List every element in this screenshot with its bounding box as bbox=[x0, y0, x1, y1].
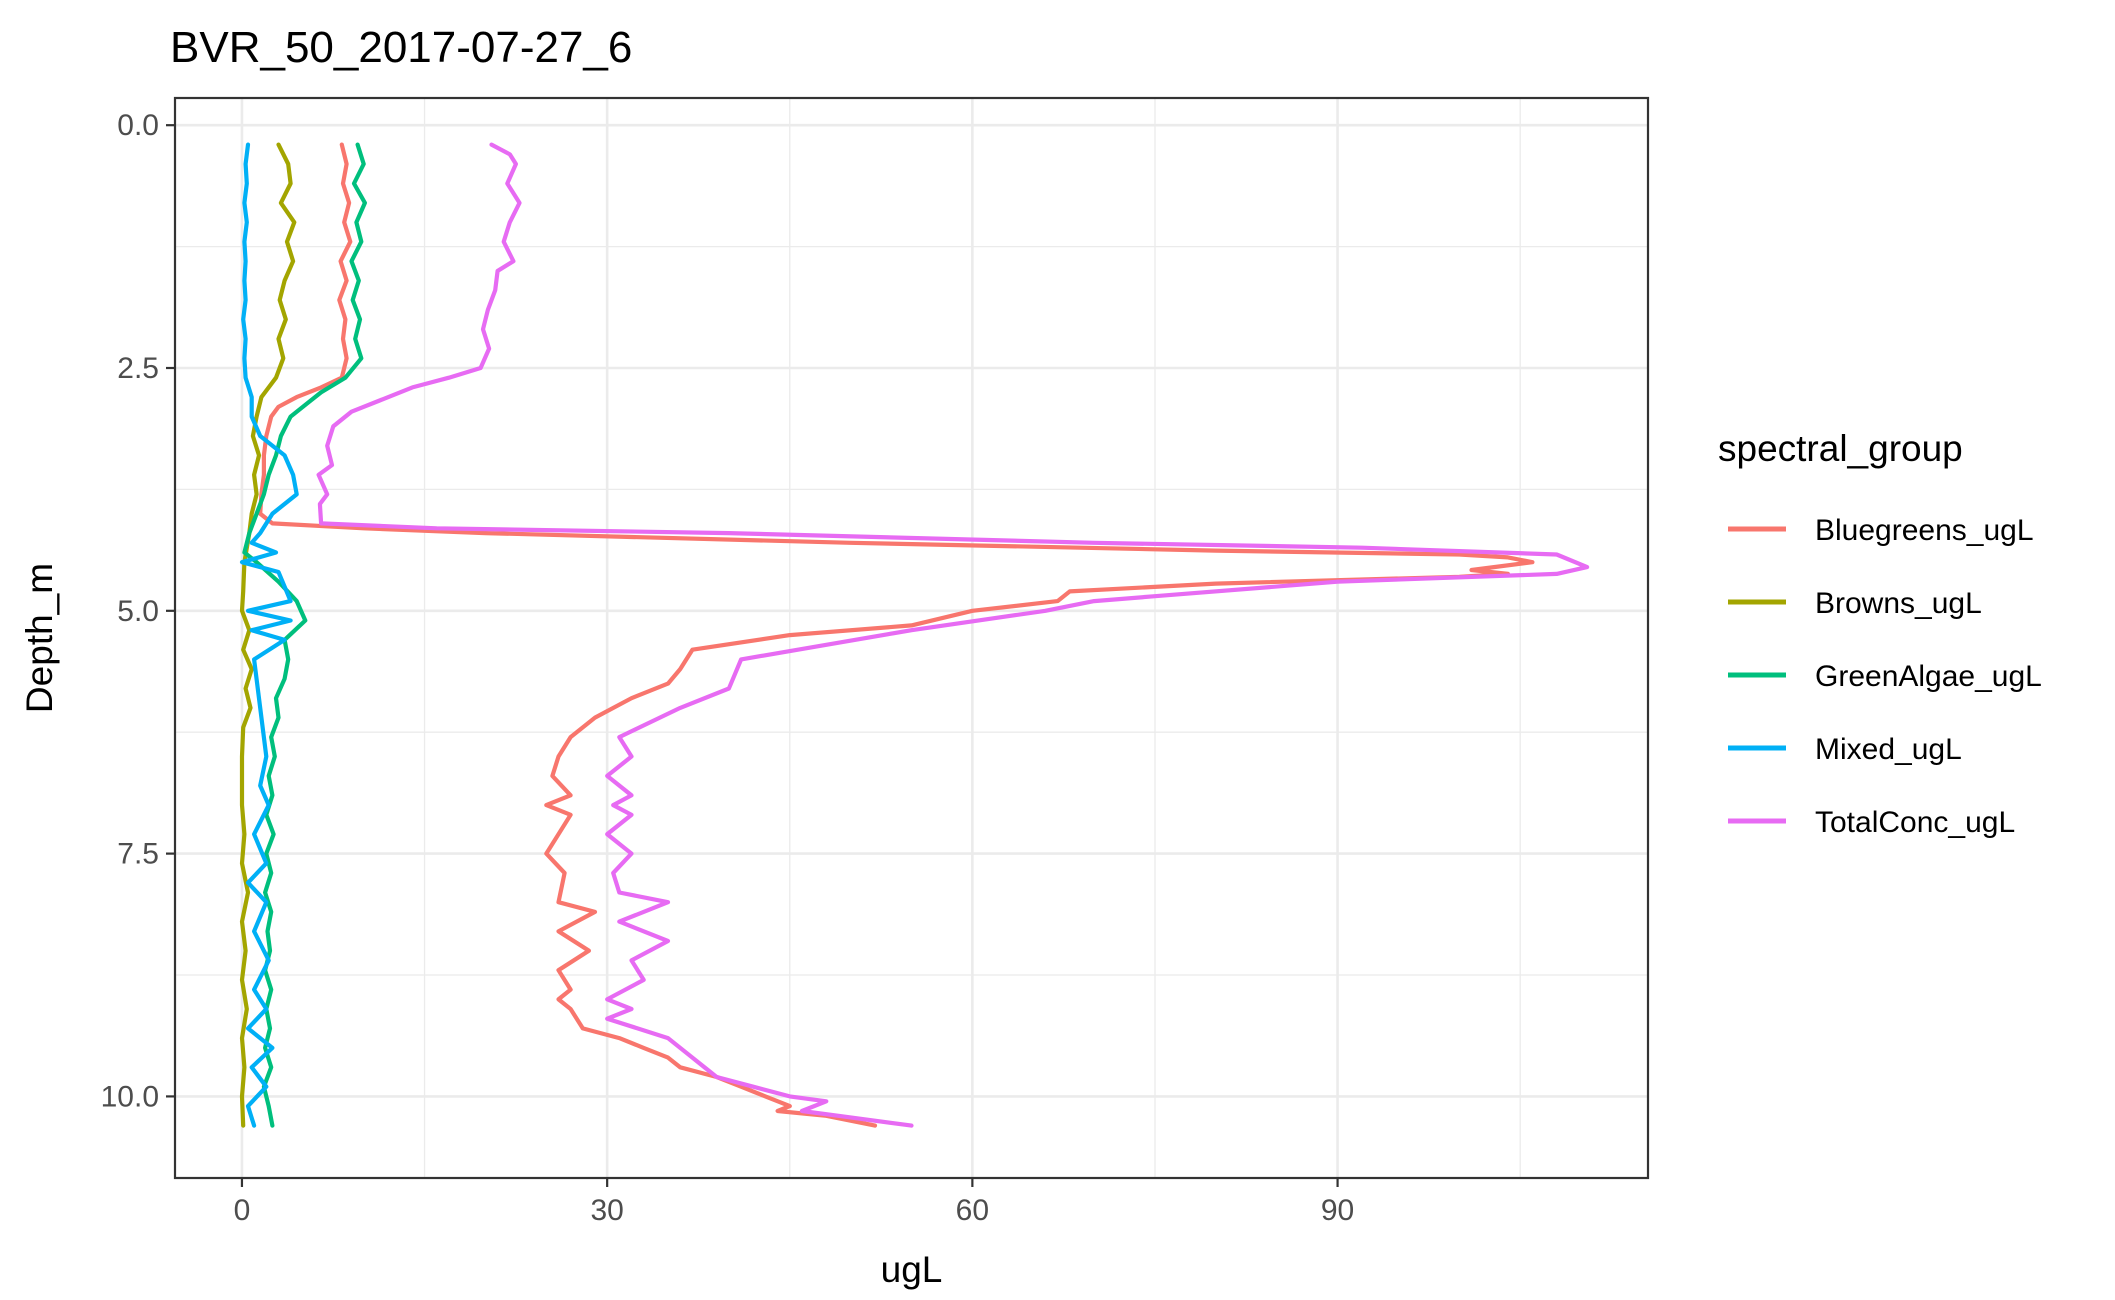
legend-label: TotalConc_ugL bbox=[1815, 806, 2015, 839]
legend-items: Bluegreens_ugL Browns_ugL GreenAlgae_ugL Mi… bbox=[1728, 514, 2042, 839]
legend-label: GreenAlgae_ugL bbox=[1815, 660, 2042, 693]
legend-label: Bluegreens_ugL bbox=[1815, 514, 2034, 547]
legend-label: Mixed_ugL bbox=[1815, 733, 1962, 766]
series-line-mixed-ugl bbox=[239, 142, 299, 1128]
x-tick-label: 0 bbox=[234, 1194, 251, 1227]
y-tick-label: 7.5 bbox=[117, 838, 159, 871]
y-tick-label: 10.0 bbox=[101, 1080, 159, 1113]
legend: spectral_group Bluegreens_ugL Browns_ugL G… bbox=[1718, 428, 2042, 839]
series-lines bbox=[239, 142, 1590, 1128]
minor-grid bbox=[175, 98, 1648, 1178]
y-tick-label: 5.0 bbox=[117, 595, 159, 628]
series-line-totalconc-ugl bbox=[316, 142, 1590, 1128]
plot-panel-background bbox=[175, 98, 1648, 1178]
x-tick-label: 30 bbox=[590, 1194, 623, 1227]
legend-title: spectral_group bbox=[1718, 428, 1963, 469]
legend-label: Browns_ugL bbox=[1815, 587, 1982, 620]
x-tick-label: 90 bbox=[1321, 1194, 1354, 1227]
y-tick-label: 2.5 bbox=[117, 352, 159, 385]
plot-panel-border bbox=[173, 96, 1650, 1180]
y-axis: 0.0 2.5 5.0 7.5 10.0 bbox=[101, 109, 175, 1113]
x-axis-title: ugL bbox=[881, 1249, 943, 1290]
y-axis-title: Depth_m bbox=[19, 563, 60, 713]
chart-title: BVR_50_2017-07-27_6 bbox=[170, 23, 632, 72]
x-axis: 0 30 60 90 bbox=[234, 1178, 1354, 1227]
y-tick-label: 0.0 bbox=[117, 109, 159, 142]
x-tick-label: 60 bbox=[956, 1194, 989, 1227]
plot-panel bbox=[173, 96, 1650, 1180]
